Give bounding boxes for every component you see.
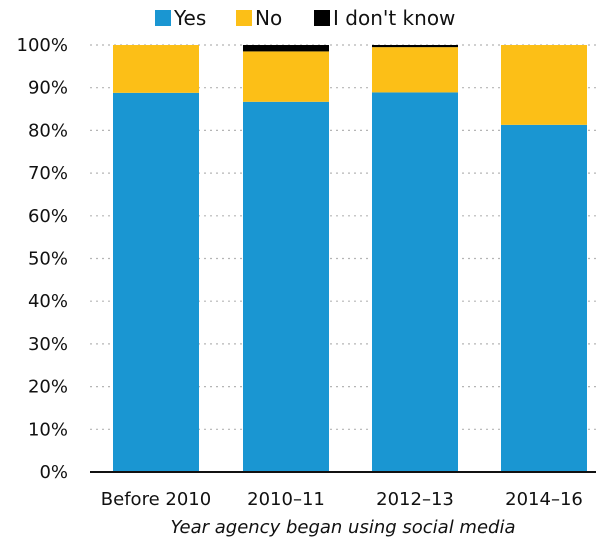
y-tick-label: 40% (28, 291, 68, 312)
y-tick-label: 60% (28, 206, 68, 227)
y-axis-ticks: 0% 10% 20% 30% 40% 50% 60% 70% 80% 90% 100% (17, 35, 68, 483)
bar-segment-yes (243, 101, 329, 472)
x-axis-ticks: Before 2010 2010–11 2012–13 2014–16 (101, 489, 583, 510)
bars (113, 45, 587, 472)
legend-swatch (155, 10, 171, 26)
bar-segment-i-don-t-know (372, 45, 458, 48)
y-tick-label: 80% (28, 120, 68, 141)
legend: Yes No I don't know (155, 6, 455, 30)
bar-segment-no (372, 47, 458, 93)
bar-segment-yes (372, 92, 458, 472)
y-tick-label: 90% (28, 78, 68, 99)
bar-segment-no (243, 51, 329, 102)
legend-label: No (255, 6, 282, 30)
y-tick-label: 0% (39, 462, 68, 483)
legend-label: Yes (173, 6, 206, 30)
bar-segment-yes (501, 124, 587, 472)
x-tick-label: 2012–13 (376, 489, 454, 510)
y-tick-label: 20% (28, 377, 68, 398)
bar-segment-no (113, 45, 199, 93)
legend-swatch (236, 10, 252, 26)
x-tick-label: 2014–16 (505, 489, 583, 510)
y-tick-label: 50% (28, 249, 68, 270)
y-tick-label: 30% (28, 334, 68, 355)
bar-segment-no (501, 45, 587, 125)
x-tick-label: Before 2010 (101, 489, 211, 510)
y-tick-label: 10% (28, 419, 68, 440)
bar-segment-yes (113, 92, 199, 472)
bar-segment-i-don-t-know (243, 45, 329, 52)
x-tick-label: 2010–11 (247, 489, 325, 510)
legend-swatch (314, 10, 330, 26)
x-axis-label: Year agency began using social media (171, 517, 516, 538)
y-tick-label: 100% (17, 35, 68, 56)
legend-label: I don't know (333, 6, 455, 30)
y-tick-label: 70% (28, 163, 68, 184)
